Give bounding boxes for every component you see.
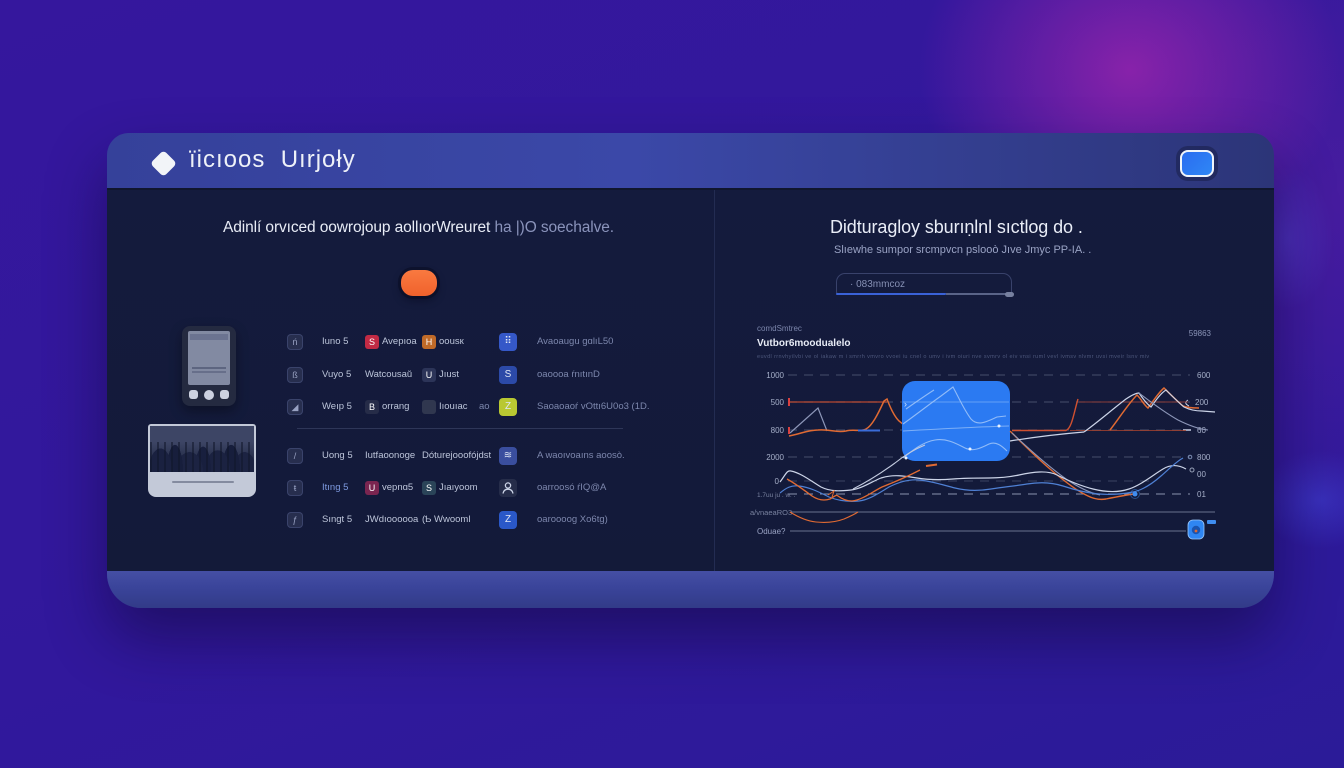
svg-text:1.7uu ju . w. .: 1.7uu ju . w. . <box>757 492 795 499</box>
svg-text:500: 500 <box>771 398 785 407</box>
svg-text:2000: 2000 <box>766 453 784 462</box>
svg-text:a/vnaeaRO3: a/vnaeaRO3 <box>750 508 792 517</box>
svg-text:200: 200 <box>1195 398 1209 407</box>
svg-text:1000: 1000 <box>766 371 784 380</box>
svg-text:Oduae?: Oduae? <box>757 527 786 536</box>
svg-text:comdSmtrec: comdSmtrec <box>757 324 802 333</box>
svg-text:euvdl rrnvhyilvbi ve ol iakaw: euvdl rrnvhyilvbi ve ol iakaw m i smrrh … <box>757 354 1150 360</box>
svg-text:800: 800 <box>1197 453 1211 462</box>
svg-text:600: 600 <box>1197 371 1211 380</box>
svg-text:00: 00 <box>1197 470 1206 479</box>
svg-text:0: 0 <box>775 477 780 486</box>
svg-text:59863: 59863 <box>1189 329 1212 338</box>
svg-text:800: 800 <box>771 426 785 435</box>
svg-text:01: 01 <box>1197 490 1206 499</box>
svg-text:60: 60 <box>1197 426 1206 435</box>
svg-text:›: › <box>904 399 907 409</box>
svg-text:Vutbor6moodualelo: Vutbor6moodualelo <box>757 338 851 349</box>
